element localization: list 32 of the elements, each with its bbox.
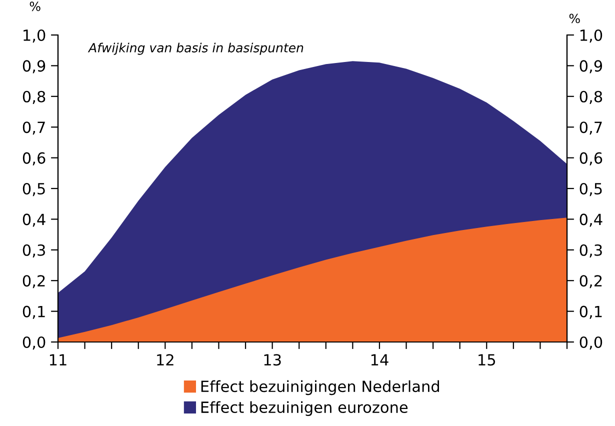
y2-tick-label: 0,2 bbox=[580, 275, 602, 288]
y2-tick-label: 0,8 bbox=[580, 90, 602, 104]
y2-tick-label: 0,7 bbox=[580, 122, 602, 135]
y2-tick-label: 0,0 bbox=[580, 336, 602, 350]
x-tick-label: 11 bbox=[50, 354, 66, 366]
y-tick-label: 0,6 bbox=[22, 152, 46, 166]
x-tick-label: 12 bbox=[157, 354, 174, 366]
annotation: Afwijking van basis in basispunten bbox=[88, 42, 304, 55]
y2-tick-label: 0,6 bbox=[580, 152, 602, 166]
y2-tick-label: 0,3 bbox=[580, 244, 602, 258]
y2-tick-label: 0,9 bbox=[580, 60, 602, 74]
y-tick-label: 0,8 bbox=[22, 90, 46, 104]
x-tick-label: 13 bbox=[264, 354, 281, 366]
legend-label: Effect bezuinigingen Nederland bbox=[201, 380, 439, 396]
y2-axis-title: % bbox=[569, 14, 580, 24]
y-tick-label: 0,4 bbox=[22, 214, 46, 227]
y2-tick-label: 0,5 bbox=[580, 182, 602, 196]
y-tick-label: 0,3 bbox=[22, 244, 45, 258]
y2-tick-label: 1,0 bbox=[580, 29, 602, 43]
y-tick-label: 0,0 bbox=[22, 336, 46, 350]
y-tick-label: 0,1 bbox=[22, 306, 45, 319]
y2-tick-label: 0,4 bbox=[580, 214, 602, 227]
y2-tick-label: 0,1 bbox=[580, 306, 602, 319]
y-tick-label: 0,9 bbox=[22, 60, 46, 74]
y-tick-label: 0,2 bbox=[22, 275, 45, 288]
x-tick-label: 15 bbox=[478, 354, 496, 366]
legend-label: Effect bezuinigen eurozone bbox=[201, 401, 408, 416]
x-tick-label: 14 bbox=[371, 354, 388, 366]
y-tick-label: 1,0 bbox=[24, 29, 46, 43]
y-tick-label: 0,5 bbox=[22, 182, 45, 196]
y-tick-label: 0,7 bbox=[22, 122, 45, 135]
y-axis-title: % bbox=[30, 2, 40, 12]
